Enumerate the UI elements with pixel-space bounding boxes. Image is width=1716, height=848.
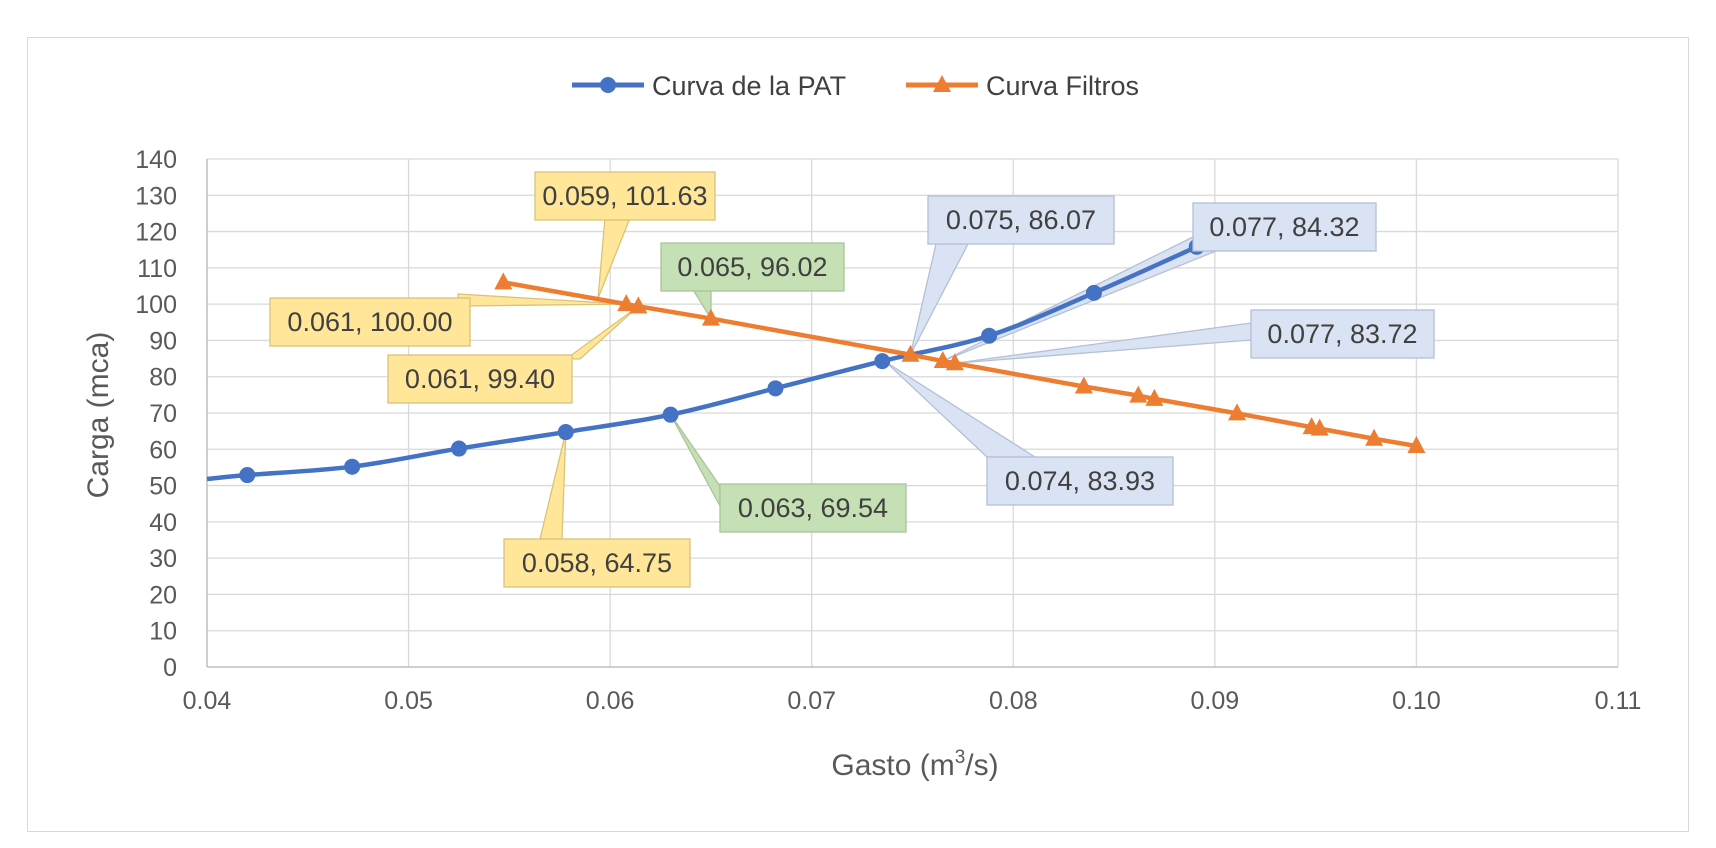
data-point-filtros <box>1129 385 1148 403</box>
legend-item-filtros: Curva Filtros <box>906 71 1139 101</box>
callout-label: 0.077, 84.32 <box>1209 212 1359 242</box>
y-tick-label: 130 <box>135 182 177 210</box>
gridlines <box>207 158 1619 667</box>
callout-leader <box>565 305 640 360</box>
callout-box <box>387 354 573 404</box>
callout-label: 0.059, 101.63 <box>542 181 707 211</box>
x-tick-label: 0.04 <box>183 687 232 715</box>
callout-leader <box>909 243 969 356</box>
x-axis-title-unit: /s) <box>965 749 998 782</box>
y-axis-title: Carga (mca) <box>82 332 115 499</box>
x-axis-title-superscript: 3 <box>955 747 966 768</box>
data-point-filtros <box>1074 376 1093 394</box>
callout-label: 0.074, 83.93 <box>1005 466 1155 496</box>
callout-box <box>927 195 1115 245</box>
callout-label: 0.065, 96.02 <box>677 252 827 282</box>
data-point-filtros <box>901 344 920 362</box>
data-point-pat <box>239 467 256 484</box>
chart-frame <box>27 37 1689 832</box>
data-point-pat <box>450 440 467 457</box>
callout-label: 0.061, 99.40 <box>405 364 555 394</box>
data-callouts: 0.059, 101.63 0.061, 100.00 0.061, 99.40 0.… <box>269 171 1435 588</box>
data-point-filtros <box>1228 403 1247 421</box>
x-tick-label: 0.07 <box>787 687 836 715</box>
callout-box <box>986 456 1174 506</box>
y-tick-label: 110 <box>137 255 177 283</box>
callout-label: 0.058, 64.75 <box>522 548 672 578</box>
y-tick-label: 0 <box>163 654 177 682</box>
axes <box>206 159 1618 668</box>
callout-box <box>503 538 691 588</box>
callout-box <box>269 297 471 347</box>
tick-labels: 0 10 20 30 40 50 60 70 80 90 100 110 120 130 140 0.04 0.… <box>135 146 1641 715</box>
x-tick-label: 0.11 <box>1595 687 1642 715</box>
x-axis-title-main: Gasto (m <box>831 749 954 782</box>
callout-box <box>1192 202 1377 252</box>
y-tick-label: 60 <box>149 436 177 464</box>
x-tick-label: 0.06 <box>586 687 635 715</box>
data-point-filtros <box>1407 436 1426 454</box>
y-tick-label: 90 <box>149 327 177 355</box>
data-point-filtros <box>701 308 720 326</box>
data-point-pat <box>981 327 998 344</box>
legend: Curva de la PAT Curva Filtros <box>572 71 1139 101</box>
x-tick-label: 0.08 <box>989 687 1038 715</box>
data-point-pat <box>1085 284 1102 301</box>
data-point-filtros <box>1365 428 1384 446</box>
callout-leader <box>954 322 1252 364</box>
callout-box <box>660 242 845 292</box>
callout-label: 0.063, 69.54 <box>738 493 888 523</box>
y-tick-label: 10 <box>149 618 177 646</box>
callout-box <box>719 483 907 533</box>
data-point-pat <box>874 353 891 370</box>
callout-label: 0.077, 83.72 <box>1267 319 1417 349</box>
callout-box <box>534 171 716 221</box>
data-point-filtros <box>1310 418 1329 436</box>
data-point-pat <box>557 424 574 441</box>
legend-swatch-marker-pat <box>600 77 616 93</box>
legend-label-filtros: Curva Filtros <box>986 71 1139 101</box>
data-point-pat <box>344 458 361 475</box>
y-tick-label: 70 <box>149 400 177 428</box>
data-point-filtros <box>629 296 648 314</box>
y-tick-label: 30 <box>149 545 177 573</box>
legend-swatch-marker-filtros <box>933 75 951 92</box>
data-point-filtros <box>945 353 964 371</box>
x-tick-label: 0.10 <box>1392 687 1441 715</box>
series-lines <box>206 238 1426 484</box>
legend-item-pat: Curva de la PAT <box>572 71 846 101</box>
y-tick-label: 100 <box>135 291 177 319</box>
legend-label-pat: Curva de la PAT <box>652 71 846 101</box>
callout-box <box>1250 309 1435 359</box>
x-tick-label: 0.09 <box>1191 687 1240 715</box>
data-point-filtros <box>1145 388 1164 406</box>
data-point-filtros <box>617 294 636 312</box>
x-tick-label: 0.05 <box>384 687 433 715</box>
y-tick-label: 120 <box>135 219 177 247</box>
callout-label: 0.075, 86.07 <box>946 205 1096 235</box>
data-point-filtros <box>933 351 952 369</box>
y-tick-label: 140 <box>135 146 177 174</box>
y-tick-label: 80 <box>149 364 177 392</box>
callout-leaders <box>457 217 1252 540</box>
y-tick-label: 20 <box>149 581 177 609</box>
y-tick-label: 40 <box>149 509 177 537</box>
callout-label: 0.061, 100.00 <box>287 307 452 337</box>
data-point-pat <box>767 380 784 397</box>
data-point-filtros <box>494 272 513 290</box>
callout-leader <box>669 414 721 507</box>
data-point-pat <box>662 406 679 423</box>
callout-leader <box>597 217 631 299</box>
x-axis-title: Gasto (m3/s) <box>831 747 998 782</box>
y-tick-label: 50 <box>149 473 177 501</box>
